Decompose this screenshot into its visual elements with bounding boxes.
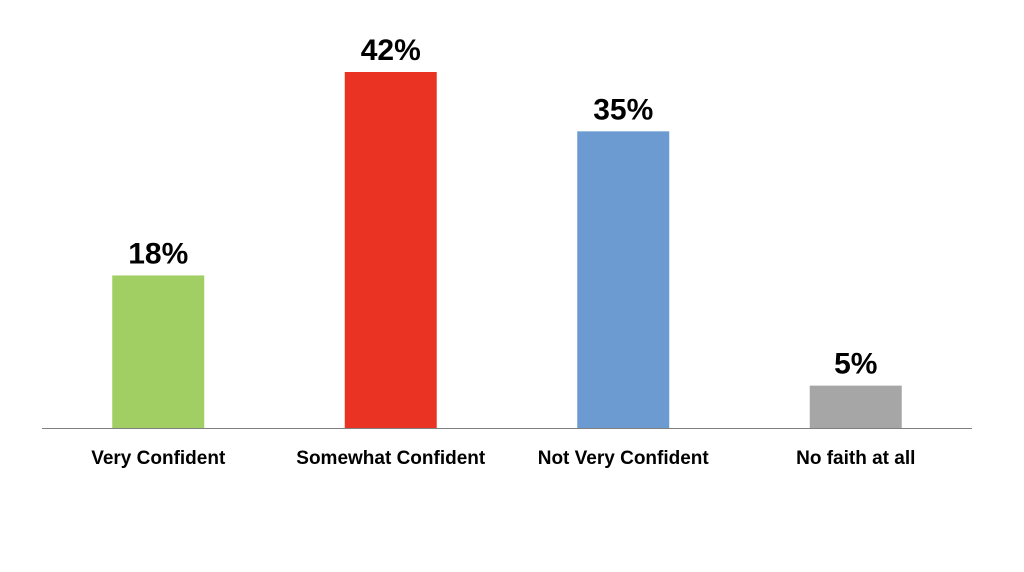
value-labels-layer: 18% 42% 35% 5%: [128, 34, 877, 381]
value-label-1: 42%: [361, 34, 421, 67]
category-label-1: Somewhat Confident: [296, 448, 486, 469]
bars-layer: [112, 72, 902, 429]
category-label-0: Very Confident: [91, 448, 226, 469]
category-label-3: No faith at all: [796, 448, 915, 469]
bar-2: [577, 131, 670, 429]
bar-0: [112, 275, 205, 428]
bar-3: [809, 385, 902, 428]
category-labels-layer: Very Confident Somewhat Confident Not Very…: [91, 448, 915, 469]
value-label-3: 5%: [834, 348, 877, 381]
value-label-2: 35%: [593, 93, 653, 126]
value-label-0: 18%: [128, 237, 188, 270]
bar-1: [344, 72, 437, 428]
category-label-2: Not Very Confident: [538, 448, 710, 469]
